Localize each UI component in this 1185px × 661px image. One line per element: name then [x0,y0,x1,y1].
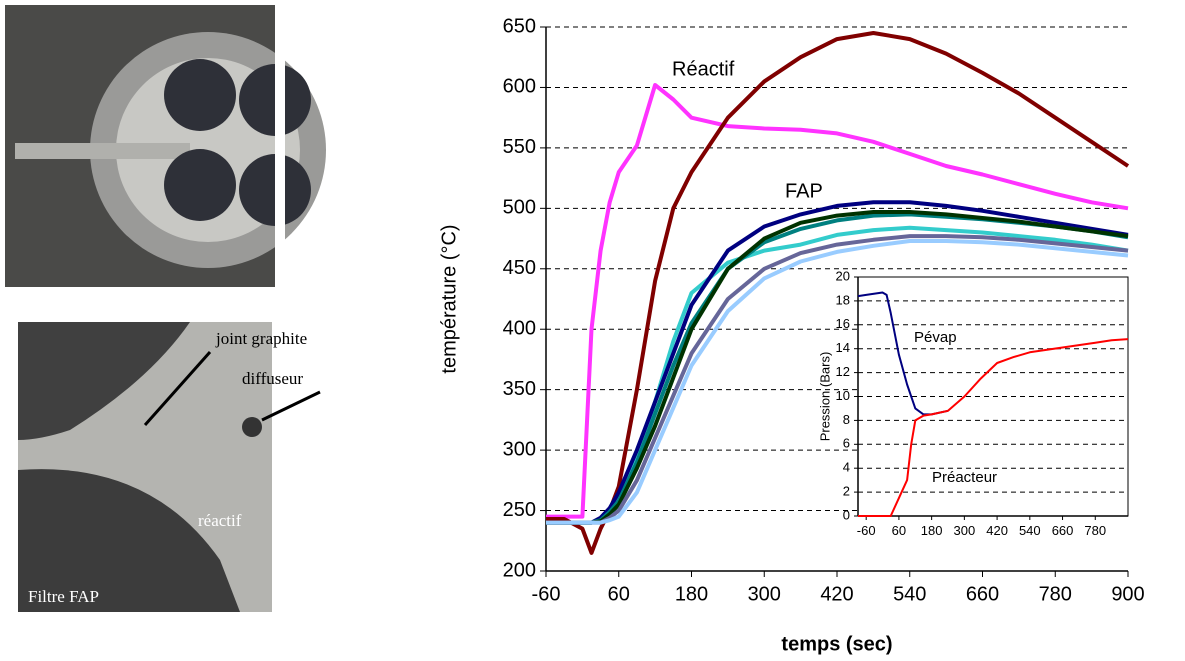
y-tick-label: 6 [843,436,850,451]
y-tick-label: 4 [843,460,850,475]
pipe [15,143,190,159]
y-axis-label: Pression (Bars) [817,352,832,442]
annotation: Préacteur [932,469,997,486]
photo-label: diffuseur [242,369,303,388]
x-tick-label: 660 [1052,523,1074,538]
filter-lower [18,469,240,612]
x-tick-label: 900 [1111,583,1144,605]
data-line [546,31,1130,555]
y-tick-label: 20 [836,268,850,283]
x-tick-label: 660 [966,583,999,605]
y-tick-label: 450 [503,257,536,279]
annotation: FAP [785,180,823,202]
y-tick-label: 0 [843,507,850,522]
photo-label: Filtre FAP [28,587,99,606]
filter-upper [18,322,190,440]
x-tick-label: -60 [532,583,561,605]
y-tick-label: 650 [503,15,536,37]
y-tick-label: 14 [836,340,850,355]
y-tick-label: 2 [843,484,850,499]
y-tick-label: 12 [836,364,850,379]
diffuser [242,417,262,437]
y-tick-label: 10 [836,388,850,403]
filter [164,149,236,221]
x-tick-label: 420 [820,583,853,605]
photo-top [5,5,326,287]
y-tick-label: 400 [503,318,536,340]
y-tick-label: 8 [843,412,850,427]
y-tick-label: 500 [503,197,536,219]
photo-bottom: joint graphite diffuseur réactif Filtre … [18,322,321,612]
y-tick-label: 550 [503,136,536,158]
arrow [261,390,321,422]
x-tick-label: 300 [748,583,781,605]
x-tick-label: 60 [892,523,906,538]
x-tick-label: 300 [954,523,976,538]
data-line [546,83,1129,519]
y-tick-label: 600 [503,76,536,98]
annotation: Pévap [914,329,957,346]
y-tick-label: 350 [503,378,536,400]
x-tick-label: 780 [1084,523,1106,538]
x-axis-label: temps (sec) [781,633,892,655]
y-tick-label: 200 [503,559,536,581]
x-tick-label: 180 [675,583,708,605]
arrow [143,351,212,426]
x-tick-label: -60 [857,523,876,538]
y-tick-label: 300 [503,438,536,460]
x-tick-label: 60 [608,583,630,605]
y-tick-label: 16 [836,316,850,331]
data-line [546,239,1129,525]
x-tick-label: 540 [1019,523,1041,538]
y-axis-label: température (°C) [438,224,460,373]
photo-crop [275,5,285,287]
y-tick-label: 250 [503,499,536,521]
filter [164,59,236,131]
annotation: Réactif [672,58,735,80]
data-line [858,338,1129,517]
x-tick-label: 420 [986,523,1008,538]
x-tick-label: 180 [921,523,943,538]
photo-label: réactif [198,511,242,530]
photo-label: joint graphite [215,329,307,348]
y-tick-label: 18 [836,292,850,307]
x-tick-label: 540 [893,583,926,605]
x-tick-label: 780 [1039,583,1072,605]
